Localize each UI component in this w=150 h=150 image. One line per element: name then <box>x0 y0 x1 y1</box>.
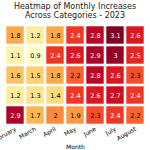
svg-text:1.6: 1.6 <box>10 72 20 80</box>
svg-text:1.9: 1.9 <box>70 112 80 120</box>
svg-text:2: 2 <box>53 112 57 120</box>
svg-text:2.3: 2.3 <box>90 112 100 120</box>
svg-text:2.6: 2.6 <box>70 52 80 60</box>
svg-text:2.5: 2.5 <box>130 52 140 60</box>
svg-text:2.4: 2.4 <box>110 112 120 120</box>
svg-text:2.2: 2.2 <box>70 72 80 80</box>
svg-text:April: April <box>42 125 58 139</box>
svg-text:March: March <box>18 125 38 140</box>
svg-text:2.9: 2.9 <box>90 52 100 60</box>
svg-text:2.4: 2.4 <box>130 92 140 100</box>
svg-text:2.6: 2.6 <box>130 32 140 40</box>
svg-text:2.2: 2.2 <box>130 112 140 120</box>
html-text:Heatmap of Monthly Increases A: Heatmap of Monthly Increases Across Cate… <box>13 2 137 20</box>
svg-text:1.8: 1.8 <box>50 72 60 80</box>
svg-text:1.8: 1.8 <box>10 32 20 40</box>
svg-text:1.2: 1.2 <box>30 32 40 40</box>
svg-text:1.3: 1.3 <box>30 92 40 100</box>
svg-text:0.9: 0.9 <box>30 52 40 60</box>
svg-text:1.1: 1.1 <box>10 52 20 60</box>
svg-text:2.6: 2.6 <box>110 72 120 80</box>
svg-text:1.2: 1.2 <box>10 92 20 100</box>
svg-text:1.5: 1.5 <box>30 72 40 80</box>
svg-text:Month: Month <box>66 143 85 150</box>
svg-text:1.4: 1.4 <box>50 92 60 100</box>
svg-text:1.7: 1.7 <box>30 112 40 120</box>
svg-text:2.8: 2.8 <box>90 32 100 40</box>
svg-text:1.8: 1.8 <box>50 32 60 40</box>
svg-text:2.4: 2.4 <box>50 52 60 60</box>
svg-text:August: August <box>115 125 138 143</box>
svg-text:2.3: 2.3 <box>130 72 140 80</box>
svg-text:May: May <box>63 125 78 138</box>
svg-text:2.8: 2.8 <box>90 72 100 80</box>
svg-text:2.4: 2.4 <box>70 32 80 40</box>
svg-text:July: July <box>104 125 117 137</box>
svg-text:2.7: 2.7 <box>110 92 120 100</box>
svg-text:2.4: 2.4 <box>70 92 80 100</box>
svg-text:June: June <box>81 125 97 139</box>
svg-text:3: 3 <box>113 52 117 60</box>
svg-text:3.1: 3.1 <box>110 32 120 40</box>
svg-text:2.6: 2.6 <box>90 92 100 100</box>
svg-text:February: February <box>0 125 18 145</box>
svg-text:2.9: 2.9 <box>10 112 20 120</box>
